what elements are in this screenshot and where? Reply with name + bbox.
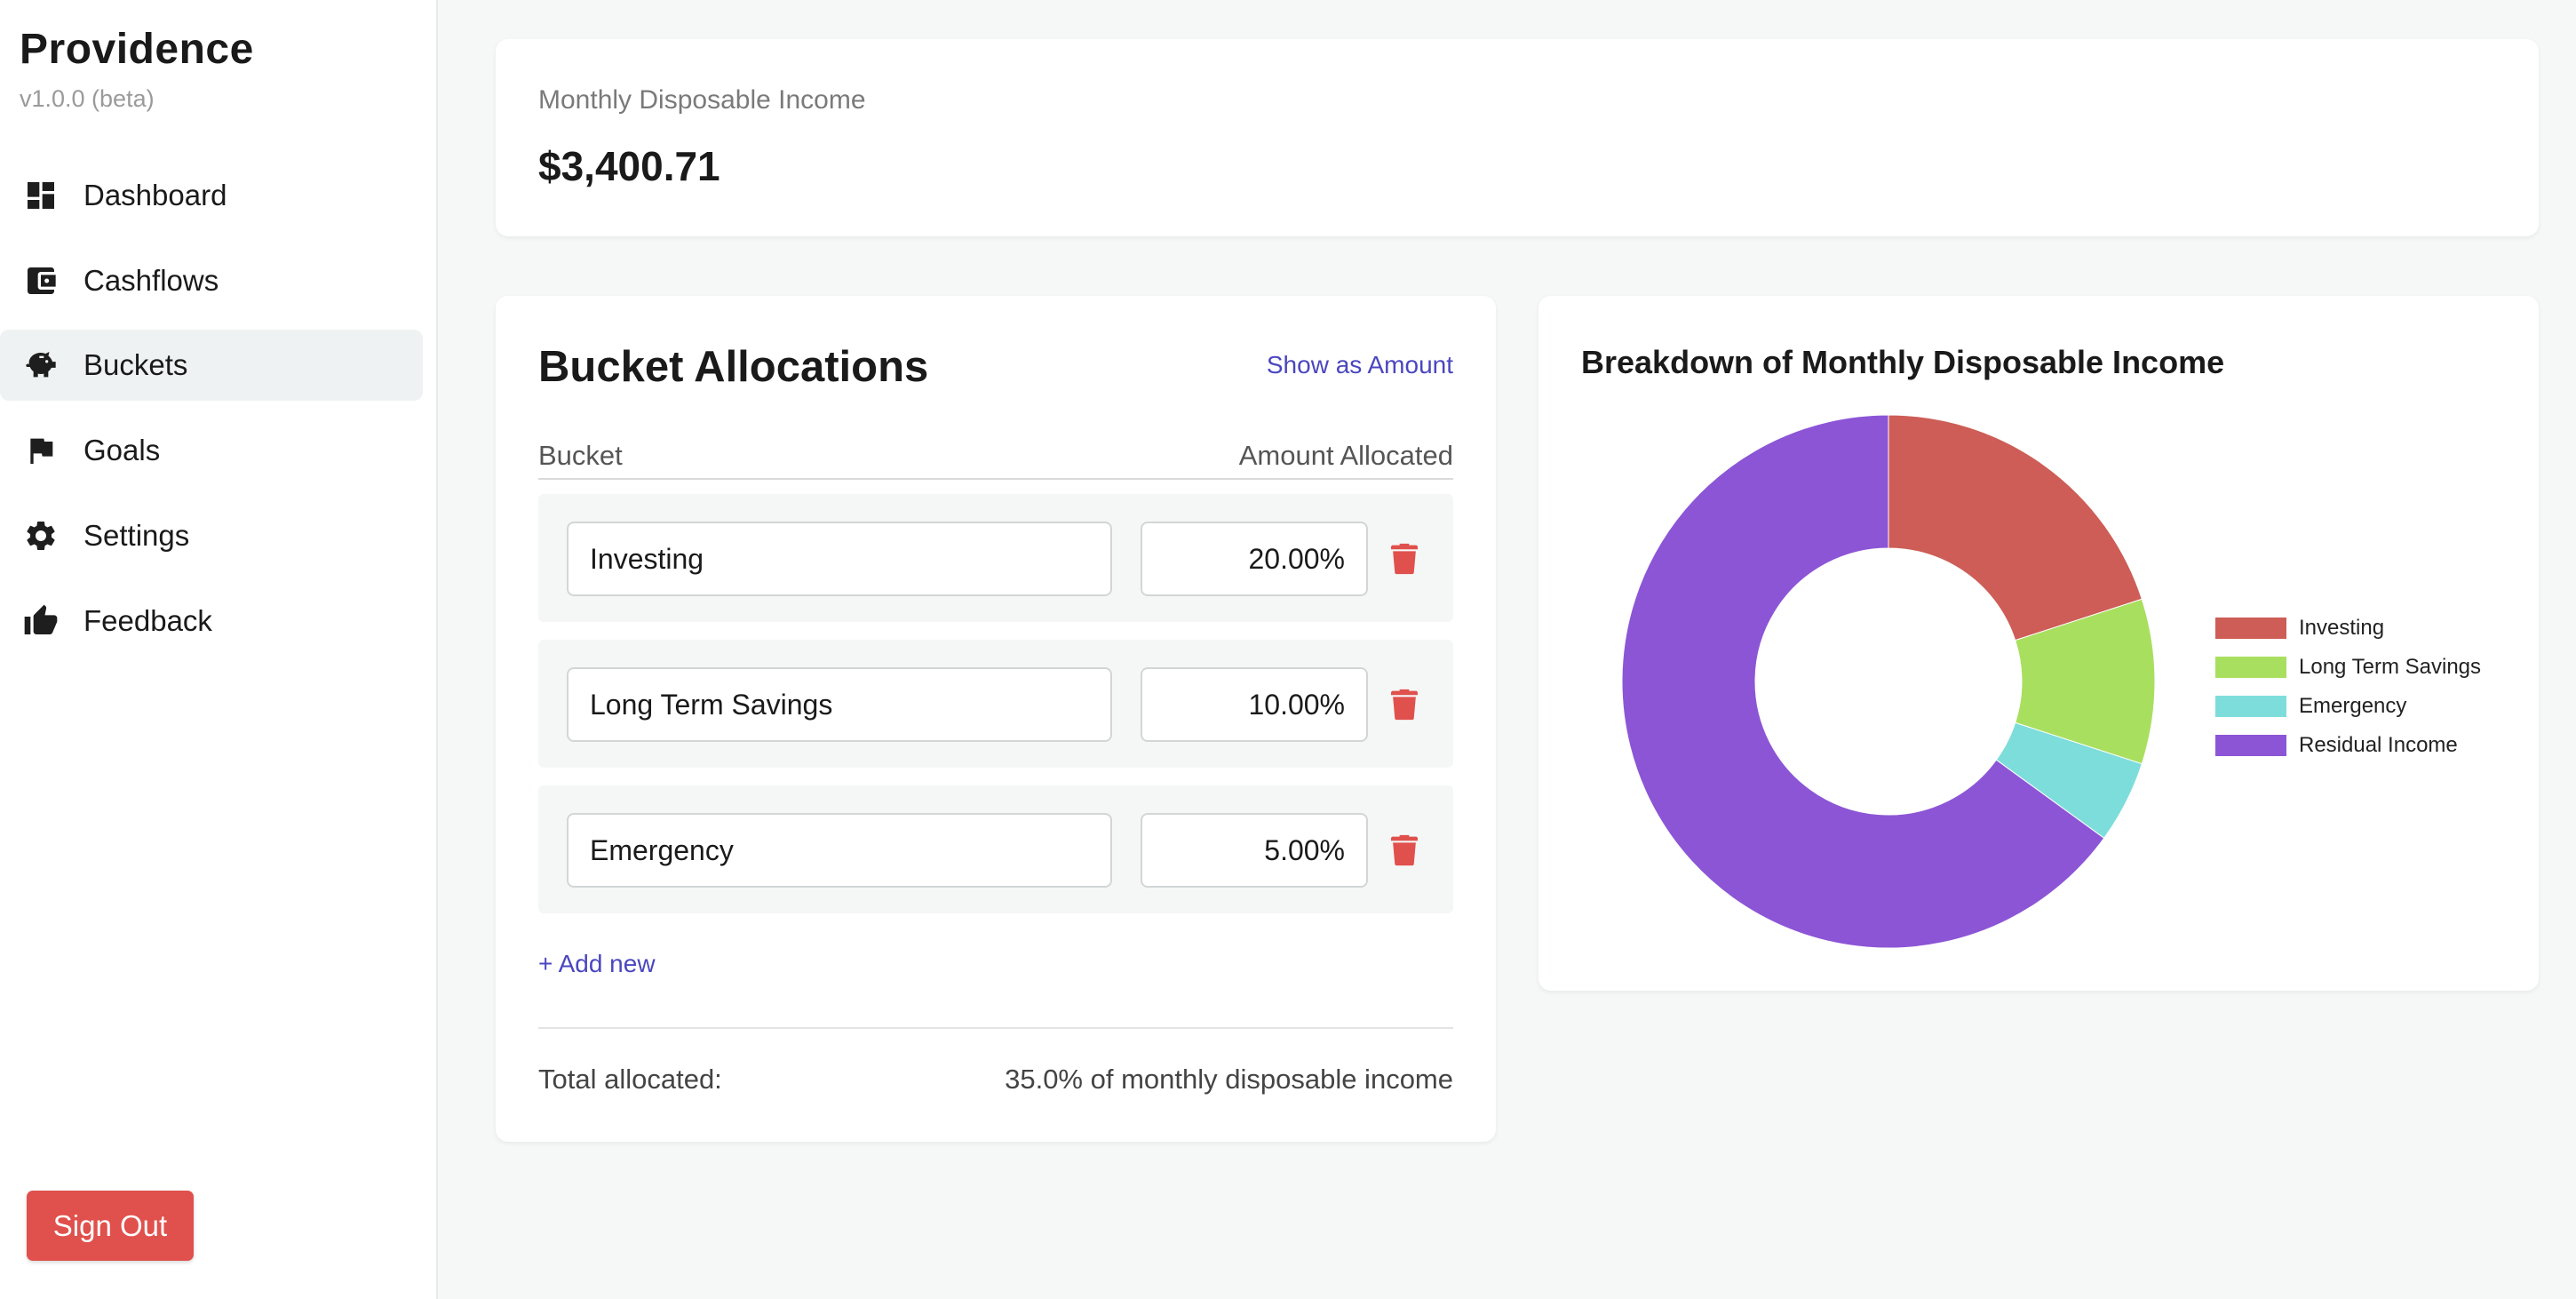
- donut-slice-residual-income[interactable]: [1621, 414, 2105, 949]
- sidebar-item-dashboard[interactable]: Dashboard: [0, 160, 423, 231]
- income-card: Monthly Disposable Income $3,400.71: [496, 39, 2539, 236]
- bucket-name-input[interactable]: Investing: [567, 522, 1112, 596]
- sidebar-item-label: Feedback: [83, 604, 212, 637]
- income-label: Monthly Disposable Income: [538, 85, 866, 115]
- sidebar-item-label: Goals: [83, 434, 161, 466]
- sidebar-item-label: Buckets: [83, 348, 188, 381]
- legend-label: Long Term Savings: [2299, 655, 2482, 679]
- column-header-amount: Amount Allocated: [1238, 440, 1453, 471]
- donut-chart: [1621, 414, 2156, 949]
- wallet-icon: [23, 263, 59, 299]
- app-title: Providence: [20, 26, 254, 73]
- sidebar-item-buckets[interactable]: Buckets: [0, 330, 423, 401]
- sidebar-item-label: Dashboard: [83, 179, 227, 211]
- gear-icon: [23, 518, 59, 554]
- legend-item[interactable]: Emergency: [2215, 687, 2481, 726]
- sidebar-item-cashflows[interactable]: Cashflows: [0, 245, 423, 316]
- sidebar-item-goals[interactable]: Goals: [0, 415, 423, 486]
- bucket-amount-input[interactable]: 5.00%: [1141, 813, 1368, 888]
- bucket-amount-input[interactable]: 20.00%: [1141, 522, 1368, 596]
- chart-title: Breakdown of Monthly Disposable Income: [1581, 344, 2225, 380]
- total-allocated-label: Total allocated:: [538, 1064, 722, 1095]
- trash-icon[interactable]: [1391, 834, 1418, 866]
- sidebar-item-label: Settings: [83, 519, 190, 552]
- sign-out-button[interactable]: Sign Out: [27, 1191, 194, 1261]
- sidebar-item-label: Cashflows: [83, 264, 219, 297]
- app-version: v1.0.0 (beta): [20, 85, 155, 112]
- sidebar-item-settings[interactable]: Settings: [0, 500, 423, 571]
- bucket-row: Investing 20.00%: [538, 494, 1453, 622]
- legend-item[interactable]: Residual Income: [2215, 726, 2481, 765]
- allocations-title: Bucket Allocations: [538, 343, 929, 391]
- column-header-bucket: Bucket: [538, 440, 623, 471]
- flag-icon: [23, 433, 59, 468]
- add-new-bucket-link[interactable]: + Add new: [538, 950, 656, 977]
- dashboard-icon: [23, 178, 59, 213]
- total-allocated-value: 35.0% of monthly disposable income: [1005, 1064, 1453, 1095]
- bucket-row: Long Term Savings 10.00%: [538, 640, 1453, 768]
- bucket-name-input[interactable]: Long Term Savings: [567, 667, 1112, 742]
- sidebar-item-feedback[interactable]: Feedback: [0, 586, 423, 657]
- legend-swatch: [2215, 696, 2286, 717]
- trash-icon[interactable]: [1391, 689, 1418, 721]
- legend-swatch: [2215, 735, 2286, 756]
- chart-legend: Investing Long Term Savings Emergency Resid…: [2215, 609, 2481, 765]
- bucket-allocations-card: Bucket Allocations Show as Amount Bucket…: [496, 296, 1496, 1142]
- sidebar: Providence v1.0.0 (beta) Dashboard Cashf…: [0, 0, 438, 1299]
- bucket-amount-input[interactable]: 10.00%: [1141, 667, 1368, 742]
- piggy-bank-icon: [23, 347, 59, 383]
- legend-swatch: [2215, 618, 2286, 639]
- divider: [538, 478, 1453, 480]
- donut-slice-investing[interactable]: [1888, 414, 2143, 642]
- thumbs-up-icon: [23, 603, 59, 639]
- bucket-name-input[interactable]: Emergency: [567, 813, 1112, 888]
- bucket-row: Emergency 5.00%: [538, 785, 1453, 913]
- legend-label: Emergency: [2299, 694, 2407, 718]
- divider: [538, 1027, 1453, 1029]
- legend-label: Residual Income: [2299, 733, 2458, 757]
- show-as-amount-link[interactable]: Show as Amount: [1266, 351, 1453, 379]
- legend-item[interactable]: Investing: [2215, 609, 2481, 648]
- income-value: $3,400.71: [538, 143, 720, 189]
- legend-label: Investing: [2299, 616, 2385, 640]
- legend-swatch: [2215, 657, 2286, 678]
- legend-item[interactable]: Long Term Savings: [2215, 648, 2481, 687]
- breakdown-chart-card: Breakdown of Monthly Disposable Income I…: [1538, 296, 2539, 991]
- trash-icon[interactable]: [1391, 543, 1418, 575]
